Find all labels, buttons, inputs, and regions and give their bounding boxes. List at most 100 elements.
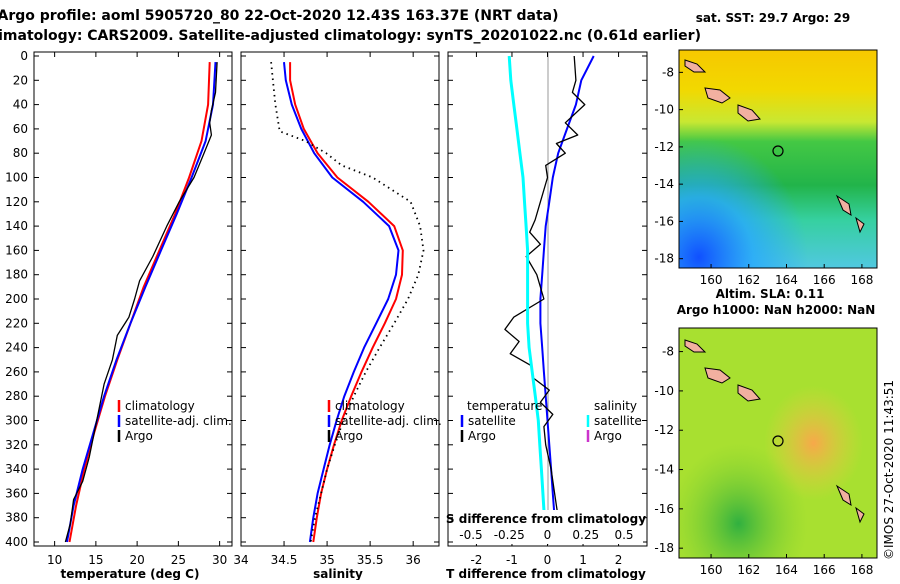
island-5 bbox=[855, 216, 865, 234]
x-tick-label: 25 bbox=[171, 553, 186, 567]
legend-label-temp-satellite: satellite bbox=[468, 414, 516, 428]
salinity-y-ticks bbox=[241, 55, 439, 543]
y-tick-label: 300 bbox=[5, 414, 28, 428]
map-y-tick-label: -8 bbox=[662, 345, 674, 359]
map-y-tick-label: -18 bbox=[654, 541, 674, 555]
difference-x-label: T difference from climatology bbox=[446, 567, 646, 580]
series-line-temp-argo-diff bbox=[504, 55, 586, 542]
map-x-tick-label: 160 bbox=[700, 563, 723, 577]
figure-subtitle: Climatology: CARS2009. Satellite-adjuste… bbox=[0, 28, 701, 44]
map-x-tick-label: 166 bbox=[813, 273, 836, 287]
x-tick-label: 34.5 bbox=[271, 553, 298, 567]
map-y-tick-label: -10 bbox=[654, 103, 674, 117]
island-5 bbox=[855, 506, 865, 524]
sst-land bbox=[684, 59, 865, 234]
sst-map-title: sat. SST: 29.7 Argo: 29 bbox=[696, 11, 850, 25]
y-tick-label: 400 bbox=[5, 535, 28, 549]
difference-lines bbox=[504, 55, 595, 543]
legend-label-satellite: satellite-adj. clim. bbox=[125, 414, 232, 428]
island-2 bbox=[737, 384, 761, 402]
y-tick-label: 40 bbox=[13, 98, 28, 112]
temperature-frame bbox=[33, 51, 233, 547]
y-tick-label: 200 bbox=[5, 292, 28, 306]
salinity-frame bbox=[240, 51, 440, 547]
depth-x-ticks: 160 162 164 166 168 bbox=[700, 554, 873, 577]
map-y-tick-label: -16 bbox=[654, 502, 674, 516]
map-x-tick-label: 166 bbox=[813, 563, 836, 577]
series-line-satellite-adj bbox=[283, 62, 400, 543]
series-line-satellite-adj bbox=[66, 62, 217, 543]
y-tick-label: 180 bbox=[5, 268, 28, 282]
sal-tick-label: -0.5 bbox=[459, 528, 482, 542]
y-tick-label: 160 bbox=[5, 243, 28, 257]
y-tick-label: 80 bbox=[13, 146, 28, 160]
y-tick-label: 280 bbox=[5, 389, 28, 403]
map-y-tick-label: -14 bbox=[654, 463, 674, 477]
island-4 bbox=[835, 194, 852, 217]
map-x-tick-label: 162 bbox=[737, 563, 760, 577]
y-tick-label: 100 bbox=[5, 171, 28, 185]
temperature-x-ticks: 10 15 20 25 30 bbox=[47, 52, 227, 567]
map-y-tick-label: -10 bbox=[654, 384, 674, 398]
sal-tick-label: 0.25 bbox=[572, 528, 599, 542]
y-tick-label: 0 bbox=[20, 49, 28, 63]
depth-green-patch bbox=[679, 328, 877, 558]
series-line-argo bbox=[270, 62, 425, 543]
imos-credit: ©IMOS 27-Oct-2020 11:43:51 bbox=[882, 380, 896, 560]
salinity-x-label: salinity bbox=[313, 567, 363, 580]
legend-label-temp-argo: Argo bbox=[468, 429, 496, 443]
legend-title-salinity: salinity bbox=[594, 399, 637, 413]
y-tick-label: 320 bbox=[5, 438, 28, 452]
temperature-x-label: temperature (deg C) bbox=[61, 567, 200, 580]
x-tick-label: 35.5 bbox=[357, 553, 384, 567]
island-1 bbox=[704, 367, 731, 384]
salinity-lines bbox=[270, 62, 425, 543]
y-tick-label: 240 bbox=[5, 341, 28, 355]
difference-panel: -2 -1 0 1 2 S difference from climatology -0… bbox=[446, 51, 648, 581]
temperature-lines bbox=[64, 62, 218, 543]
map-y-tick-label: -16 bbox=[654, 214, 674, 228]
salinity-diff-ticks: -0.5 -0.25 0 0.25 0.5 bbox=[459, 528, 633, 542]
series-line-argo bbox=[64, 62, 218, 543]
map-x-tick-label: 164 bbox=[775, 273, 798, 287]
x-tick-label: 2 bbox=[615, 553, 623, 567]
difference-y-ticks bbox=[448, 55, 647, 543]
depth-map: Argo h1000: NaN h2000: NaN 160 162 164 166 1… bbox=[654, 303, 878, 577]
difference-legend: temperature satellite Argo salinity sate… bbox=[460, 399, 642, 443]
series-line-sal-satellite-diff bbox=[507, 55, 546, 542]
x-tick-label: -1 bbox=[506, 553, 518, 567]
sst-y-ticks: -8 -10 -12 -14 -16 -18 bbox=[654, 65, 683, 266]
depth-y-ticks: -8 -10 -12 -14 -16 -18 bbox=[654, 345, 683, 555]
figure-title: Argo profile: aoml 5905720_80 22-Oct-202… bbox=[0, 8, 559, 24]
x-tick-label: 35 bbox=[319, 553, 334, 567]
sal-tick-label: 0 bbox=[544, 528, 552, 542]
map-y-tick-label: -12 bbox=[654, 140, 674, 154]
y-tick-label: 340 bbox=[5, 462, 28, 476]
depth-map-title: Argo h1000: NaN h2000: NaN bbox=[677, 303, 876, 317]
legend-label-sal-argo: Argo bbox=[594, 429, 622, 443]
y-tick-label: 140 bbox=[5, 219, 28, 233]
x-tick-label: 10 bbox=[47, 553, 62, 567]
legend-title-temperature: temperature bbox=[467, 399, 542, 413]
island-1 bbox=[704, 87, 731, 104]
y-tick-label: 360 bbox=[5, 486, 28, 500]
legend-label-climatology: climatology bbox=[335, 399, 405, 413]
legend-label-satellite: satellite-adj. clim. bbox=[335, 414, 442, 428]
sal-tick-label: -0.25 bbox=[494, 528, 525, 542]
sal-tick-label: 0.5 bbox=[614, 528, 633, 542]
map-y-tick-label: -18 bbox=[654, 252, 674, 266]
map-x-tick-label: 168 bbox=[850, 273, 873, 287]
x-tick-label: 20 bbox=[129, 553, 144, 567]
x-tick-label: 34 bbox=[233, 553, 248, 567]
y-tick-label: 380 bbox=[5, 511, 28, 525]
sst-x-ticks: 160 162 164 166 168 bbox=[700, 264, 873, 287]
map-y-tick-label: -14 bbox=[654, 177, 674, 191]
island-3 bbox=[684, 339, 707, 353]
y-tick-label: 260 bbox=[5, 365, 28, 379]
legend-label-climatology: climatology bbox=[125, 399, 195, 413]
x-tick-label: 30 bbox=[212, 553, 227, 567]
temperature-y-ticks: 0 20 40 60 80 100 120 140 160 180 200 220 240 260 280 3… bbox=[5, 49, 232, 549]
island-2 bbox=[737, 104, 761, 122]
